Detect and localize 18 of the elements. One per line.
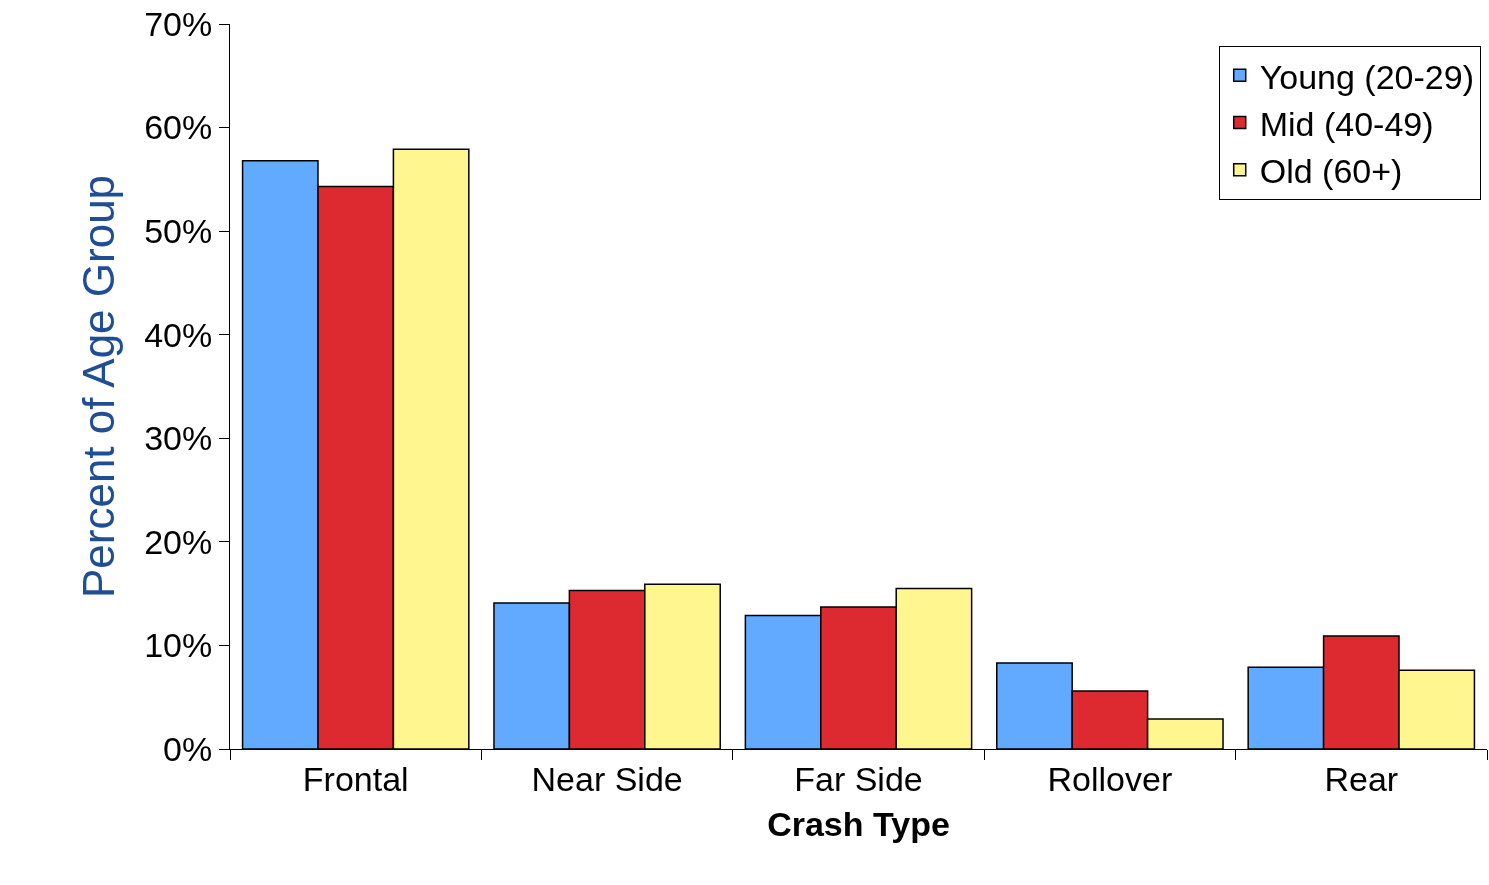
y-tick-label: 20% bbox=[144, 522, 213, 561]
x-tick-label: Rollover bbox=[1047, 759, 1173, 798]
y-tick-label: 70% bbox=[144, 4, 213, 43]
y-tick-label: 60% bbox=[144, 108, 213, 147]
x-tick-label: Far Side bbox=[794, 759, 923, 798]
y-tick-label: 40% bbox=[144, 315, 213, 354]
y-tick-label: 10% bbox=[144, 626, 213, 665]
x-tick-label: Rear bbox=[1324, 759, 1399, 798]
y-tick-label: 0% bbox=[163, 729, 213, 768]
y-tick-label: 50% bbox=[144, 212, 213, 251]
y-tick-label: 30% bbox=[144, 419, 213, 458]
legend-label: Young (20-29) bbox=[1259, 57, 1474, 96]
legend-label: Old (60+) bbox=[1259, 152, 1403, 191]
legend-label: Mid (40-49) bbox=[1259, 104, 1434, 143]
y-axis-title: Percent of Age Group bbox=[74, 174, 124, 599]
x-axis-title: Crash Type bbox=[767, 805, 950, 844]
x-tick-label: Near Side bbox=[531, 759, 683, 798]
x-tick-label: Frontal bbox=[302, 759, 409, 798]
